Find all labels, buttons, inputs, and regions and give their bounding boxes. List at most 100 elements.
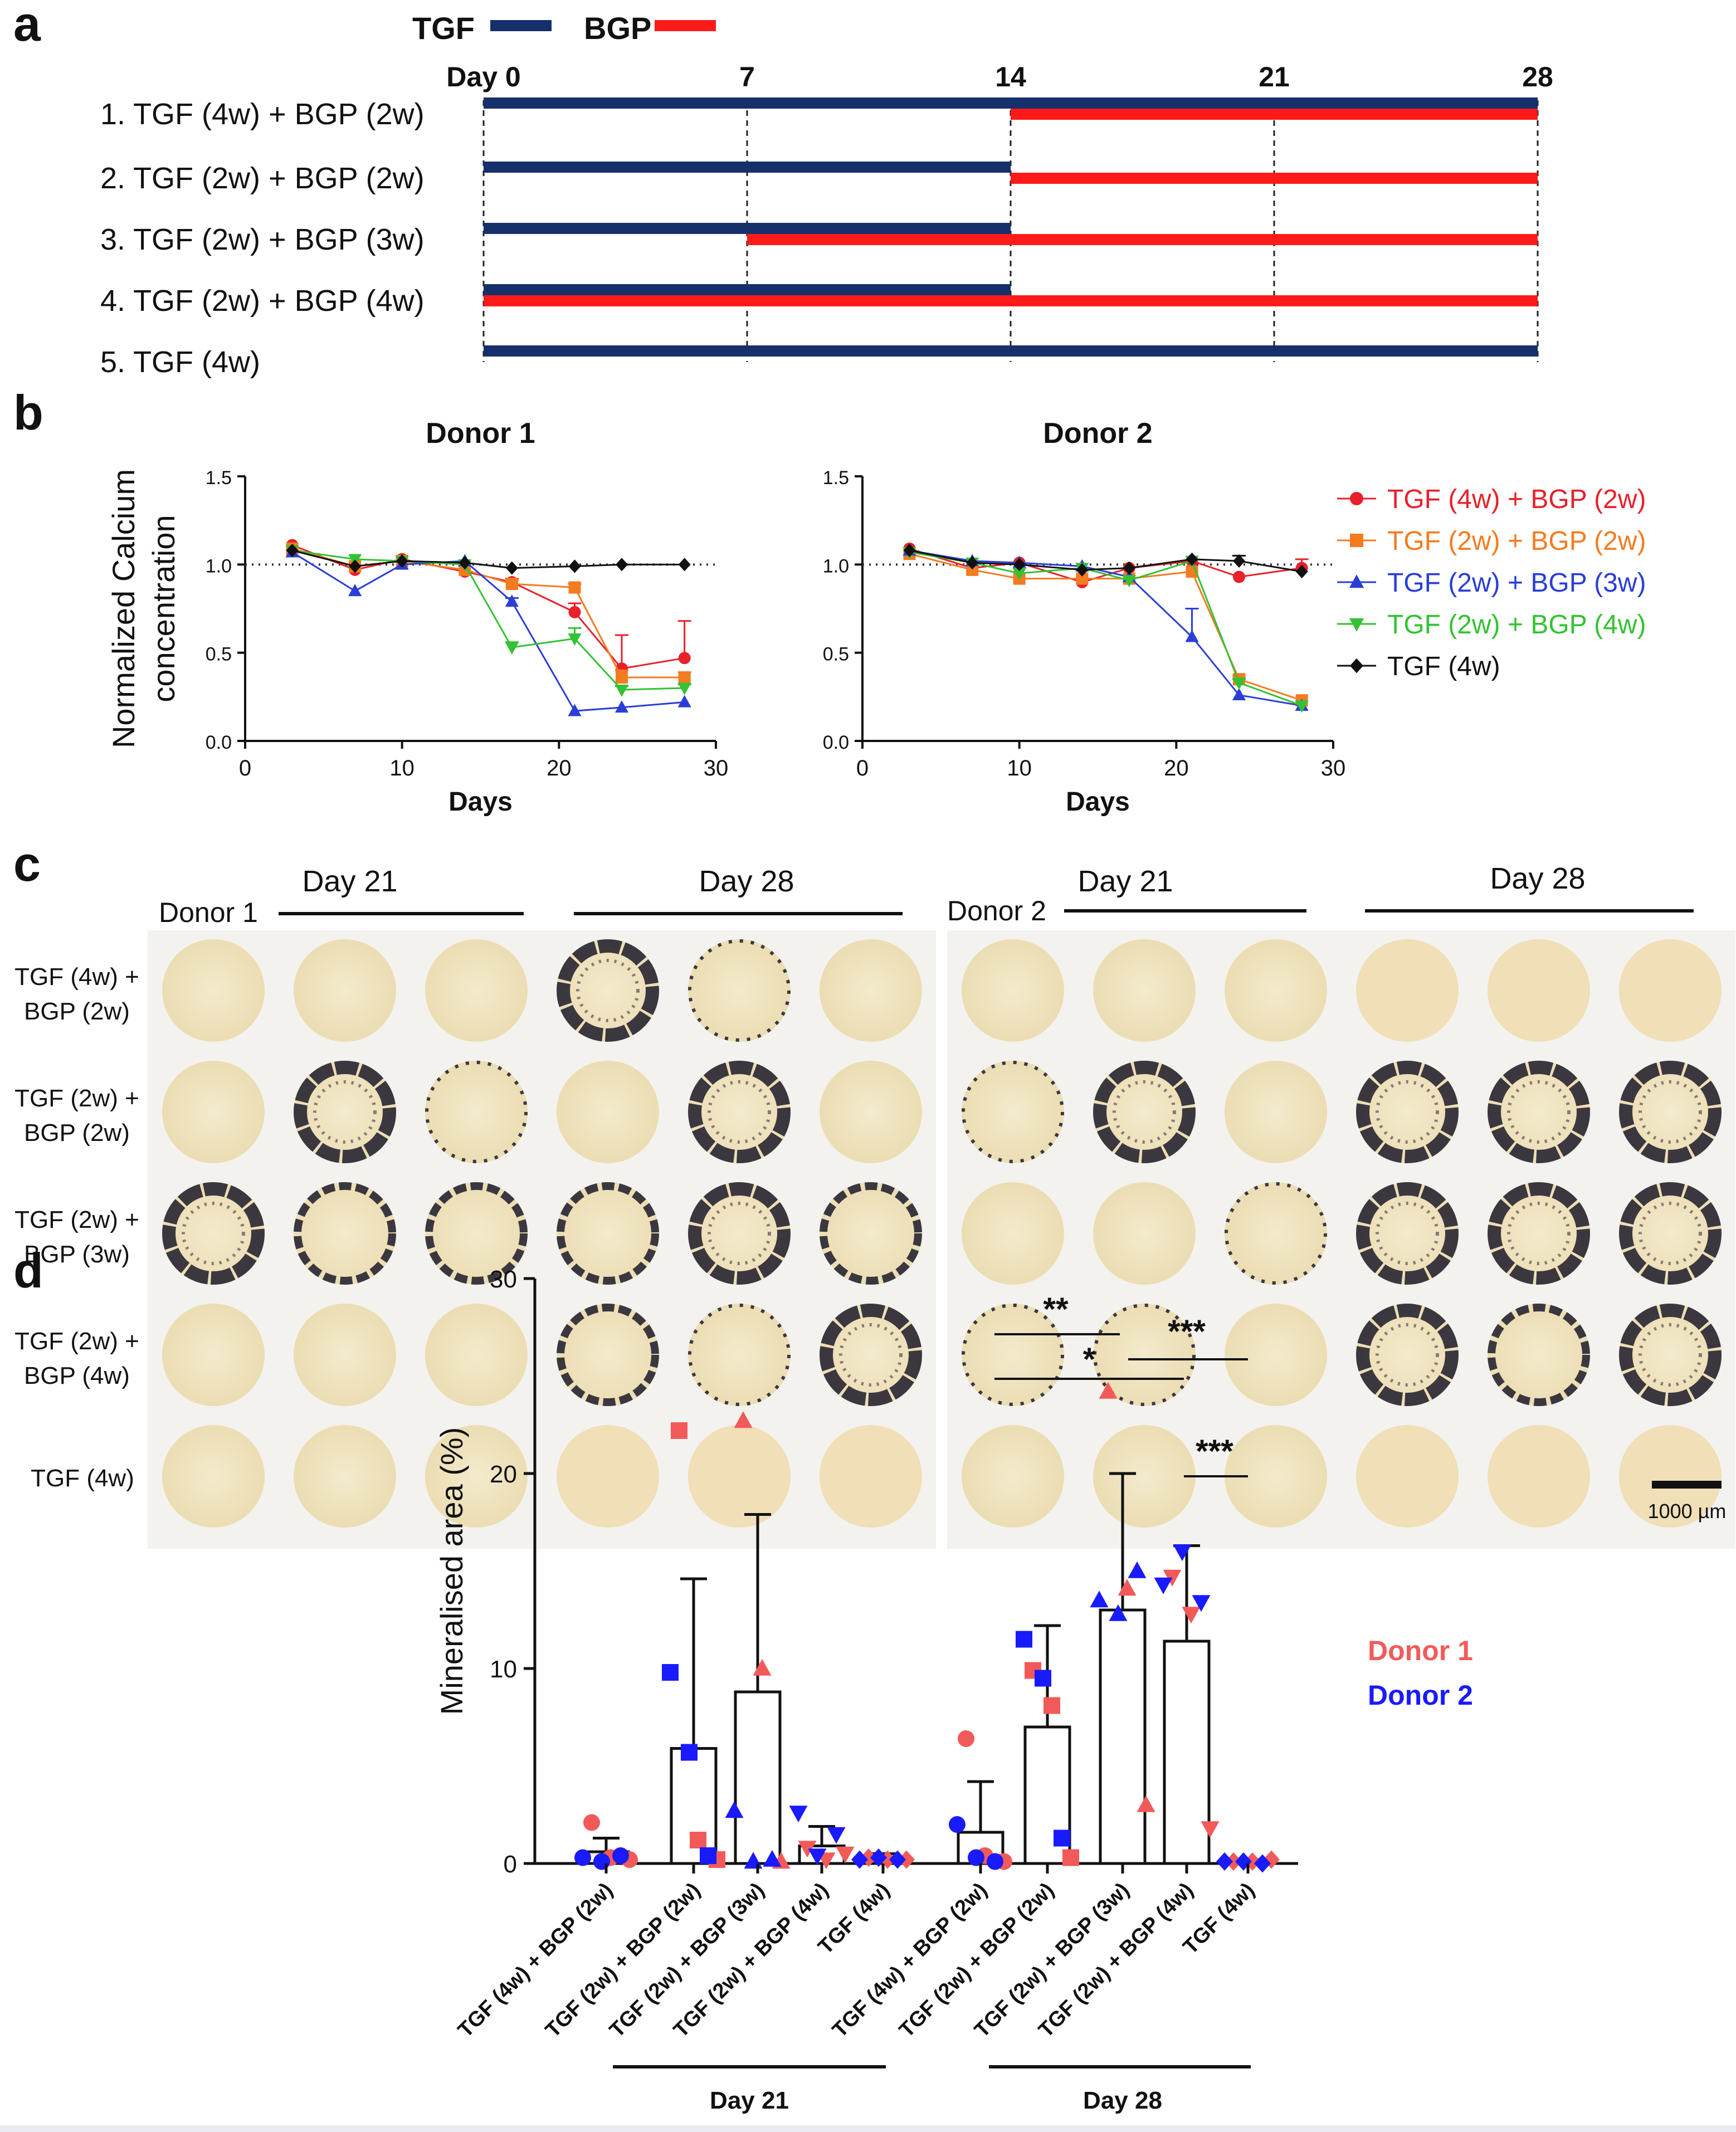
- mineral-speckle: [1639, 1202, 1702, 1265]
- legend-label: TGF (2w) + BGP (3w): [1387, 568, 1646, 598]
- donor2-point: [1192, 1595, 1211, 1612]
- timeline-panel: TGF BGP Day 0 7 14 21 28 1. TGF (4w) + BGP (2w)…: [100, 11, 1553, 379]
- data-point: [568, 581, 581, 594]
- sample-disc: [688, 1061, 791, 1163]
- mineral-ring: [1225, 1182, 1327, 1285]
- mineral-ring: [425, 1182, 528, 1285]
- histology-row-label: BGP (2w): [24, 998, 130, 1025]
- y-tick-label: 30: [490, 1266, 517, 1293]
- data-point: [903, 543, 916, 558]
- data-point: [966, 556, 979, 570]
- x-tick-label: 0: [856, 756, 869, 780]
- data-point: [1012, 568, 1026, 580]
- sample-disc: [1093, 1425, 1196, 1528]
- histology-row-label: BGP (4w): [24, 1362, 130, 1389]
- sample-disc: [820, 1061, 922, 1163]
- series-line: [291, 551, 685, 712]
- donor1-point: [836, 1846, 855, 1863]
- donor1-point: [898, 1850, 915, 1869]
- y-axis-label: Normalized Calcium concentration: [106, 469, 181, 748]
- chart-title: Donor 2: [1043, 417, 1152, 450]
- legend-marker: [1350, 658, 1363, 674]
- sample-disc: [1093, 939, 1196, 1042]
- sample-disc: [425, 1304, 528, 1406]
- y-tick-label: 20: [490, 1461, 517, 1488]
- mineral-ring: [1619, 1061, 1722, 1163]
- sample-disc: [688, 1304, 791, 1406]
- donor1-point: [1137, 1795, 1155, 1812]
- panel-letter-c: c: [13, 836, 41, 891]
- sample-disc: [1619, 1182, 1722, 1285]
- data-point: [1186, 552, 1198, 566]
- donor2-point: [789, 1806, 808, 1823]
- donor2-point: [700, 1847, 716, 1864]
- legend-donor1: Donor 1: [1368, 1635, 1473, 1666]
- histology-group-label: Day 28: [1490, 862, 1585, 895]
- mineral-speckle: [1376, 1202, 1439, 1265]
- donor2-point: [851, 1850, 868, 1869]
- sample-disc: [1356, 1061, 1459, 1163]
- donor2-point: [612, 1847, 629, 1864]
- mineral-ring: [820, 1182, 922, 1285]
- data-point: [1233, 570, 1245, 583]
- histology-panel: Day 21 Day 28 Day 21 Day 28 Donor 1 Donor 2 TG…: [14, 862, 1735, 1549]
- day-label: 21: [1259, 61, 1290, 92]
- histology-row-label: BGP (3w): [24, 1241, 130, 1268]
- data-point: [505, 561, 518, 575]
- data-point: [615, 684, 629, 697]
- data-point: [1232, 677, 1246, 690]
- mineral-speckle: [1113, 1080, 1176, 1144]
- donor2-point: [1035, 1670, 1051, 1687]
- bar: [1099, 1608, 1147, 1865]
- scale-bar: [1652, 1481, 1722, 1489]
- histology-row-label: TGF (4w) +: [14, 963, 139, 991]
- sample-disc: [962, 1061, 1064, 1163]
- donor2-point: [1109, 1604, 1128, 1621]
- data-point: [1013, 558, 1026, 572]
- significance-label: *: [1083, 1341, 1096, 1378]
- data-point: [505, 578, 518, 591]
- day-label: 7: [739, 61, 755, 92]
- bgp-bar: [747, 234, 1538, 245]
- legend-tgf-swatch: [490, 20, 552, 31]
- mineral-speckle: [182, 1202, 245, 1265]
- data-point: [1076, 563, 1089, 577]
- sample-disc: [1356, 1425, 1459, 1528]
- bgp-bar: [484, 295, 1538, 306]
- y-tick-label: 0.0: [823, 732, 849, 753]
- mineral-ring: [1619, 1304, 1722, 1406]
- legend-marker: [1350, 492, 1363, 505]
- donor2-point: [808, 1848, 827, 1866]
- sample-disc: [1225, 1304, 1327, 1406]
- donor2-point: [1054, 1829, 1070, 1847]
- mineral-ring: [1488, 1061, 1590, 1163]
- donor2-point: [763, 1850, 782, 1867]
- sample-disc: [557, 1304, 659, 1406]
- donor1-point: [1118, 1579, 1137, 1596]
- donor2-point: [1090, 1591, 1109, 1608]
- data-point: [1123, 561, 1135, 575]
- sample-disc: [557, 1061, 659, 1163]
- mineral-speckle: [313, 1080, 377, 1144]
- donor2-point: [1173, 1544, 1192, 1562]
- donor-label: Donor 2: [947, 895, 1046, 926]
- histology-row-label: TGF (4w): [31, 1465, 134, 1492]
- data-point: [568, 559, 581, 573]
- sample-disc: [557, 939, 659, 1042]
- tgf-bar: [484, 284, 1011, 295]
- sample-disc: [688, 1182, 791, 1285]
- data-point: [677, 682, 691, 695]
- legend-bgp-swatch: [655, 20, 716, 31]
- mineral-speckle: [576, 959, 640, 1022]
- y-tick-label: 0: [504, 1851, 517, 1878]
- bgp-bar: [1011, 173, 1538, 184]
- sample-disc: [1619, 1304, 1722, 1406]
- tgf-bar: [484, 345, 1538, 357]
- sample-disc: [1356, 1182, 1459, 1285]
- sample-disc: [1619, 1061, 1722, 1163]
- histology-group-label: Day 21: [302, 865, 397, 898]
- x-tick-label: 10: [1007, 756, 1032, 780]
- mineral-ring: [162, 1182, 265, 1285]
- sample-disc: [162, 1304, 265, 1406]
